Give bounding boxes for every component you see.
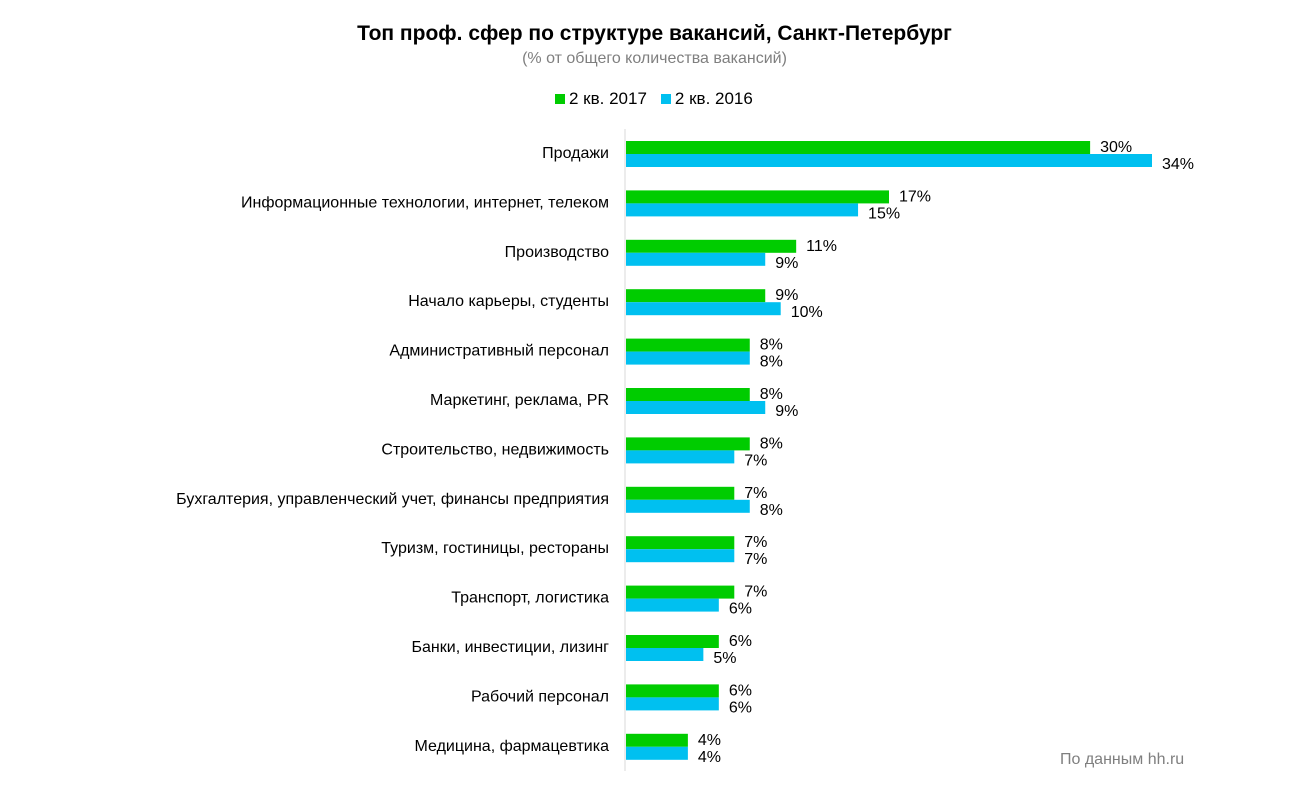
bar-2017 <box>626 486 735 500</box>
bar-2016 <box>626 302 781 316</box>
bar-2017 <box>626 437 750 451</box>
bar-2016 <box>626 351 750 365</box>
category-label: Бухгалтерия, управленческий учет, финанс… <box>176 491 609 508</box>
bar-2017 <box>626 388 750 401</box>
bar-2016 <box>626 648 704 661</box>
chart-subtitle: (% от общего количества вакансий) <box>522 50 787 67</box>
data-label: 4% <box>698 749 721 766</box>
bar-2016 <box>626 252 766 266</box>
data-label: 6% <box>729 699 752 716</box>
bar-2017 <box>626 239 797 253</box>
category-label: Туризм, гостиницы, рестораны <box>381 540 609 557</box>
chart-legend: 2 кв. 2017 2 кв. 2016 <box>555 89 753 109</box>
data-label: 8% <box>760 354 783 371</box>
bar-2016 <box>626 203 859 217</box>
data-label: 8% <box>760 435 783 452</box>
category-label: Начало карьеры, студенты <box>408 293 609 310</box>
bar-2017 <box>626 141 1091 154</box>
data-label: 7% <box>744 584 767 601</box>
bar-2016 <box>626 499 750 513</box>
data-label: 8% <box>760 386 783 403</box>
category-label: Информационные технологии, интернет, тел… <box>241 194 609 211</box>
category-label: Продажи <box>542 145 609 162</box>
legend-label-2017: 2 кв. 2017 <box>569 89 647 108</box>
data-label: 7% <box>744 551 767 568</box>
bar-2016 <box>626 450 735 464</box>
data-label: 9% <box>775 255 798 272</box>
category-label: Маркетинг, реклама, PR <box>430 392 609 409</box>
data-label: 8% <box>760 502 783 519</box>
bar-2017 <box>626 289 766 303</box>
category-label: Рабочий персонал <box>471 688 609 705</box>
category-label: Строительство, недвижимость <box>381 441 609 458</box>
bar-2017 <box>626 338 750 352</box>
chart-title: Топ проф. сфер по структуре вакансий, Са… <box>357 22 952 45</box>
category-label: Медицина, фармацевтика <box>415 738 610 755</box>
data-label: 7% <box>744 485 767 502</box>
source-footnote: По данным hh.ru <box>1060 751 1185 768</box>
data-label: 10% <box>791 304 823 321</box>
data-label: 5% <box>713 650 736 667</box>
data-label: 6% <box>729 682 752 699</box>
bar-2016 <box>626 549 735 563</box>
data-label: 6% <box>729 601 752 618</box>
bar-2017 <box>626 733 688 747</box>
data-label: 30% <box>1100 139 1132 156</box>
bar-2017 <box>626 585 735 599</box>
data-label: 9% <box>775 403 798 420</box>
data-label: 6% <box>729 633 752 650</box>
legend-swatch-2017 <box>555 94 565 104</box>
data-label: 34% <box>1162 156 1194 173</box>
category-label: Административный персонал <box>389 343 609 360</box>
legend-label-2016: 2 кв. 2016 <box>674 89 753 108</box>
bar-2016 <box>626 697 719 711</box>
data-label: 8% <box>760 337 783 354</box>
bar-2017 <box>626 536 735 550</box>
bar-2017 <box>626 684 719 698</box>
bar-2016 <box>626 598 719 612</box>
data-label: 11% <box>806 238 837 255</box>
data-label: 7% <box>744 534 767 551</box>
category-label: Банки, инвестиции, лизинг <box>412 639 610 656</box>
legend-item-2017: 2 кв. 2017 <box>555 89 647 109</box>
category-label: Производство <box>505 244 609 261</box>
legend-item-2016: 2 кв. 2016 <box>660 89 753 109</box>
bar-2016 <box>626 401 766 414</box>
bar-2016 <box>626 746 688 760</box>
data-label: 17% <box>899 188 931 205</box>
data-label: 9% <box>775 287 798 304</box>
data-label: 15% <box>868 205 900 222</box>
category-label: Транспорт, логистика <box>451 590 609 607</box>
data-label: 4% <box>698 732 721 749</box>
bar-2017 <box>626 635 719 648</box>
bar-2016 <box>626 154 1152 167</box>
bar-2017 <box>626 190 889 204</box>
data-label: 7% <box>744 452 767 469</box>
legend-swatch-2016 <box>660 94 671 104</box>
